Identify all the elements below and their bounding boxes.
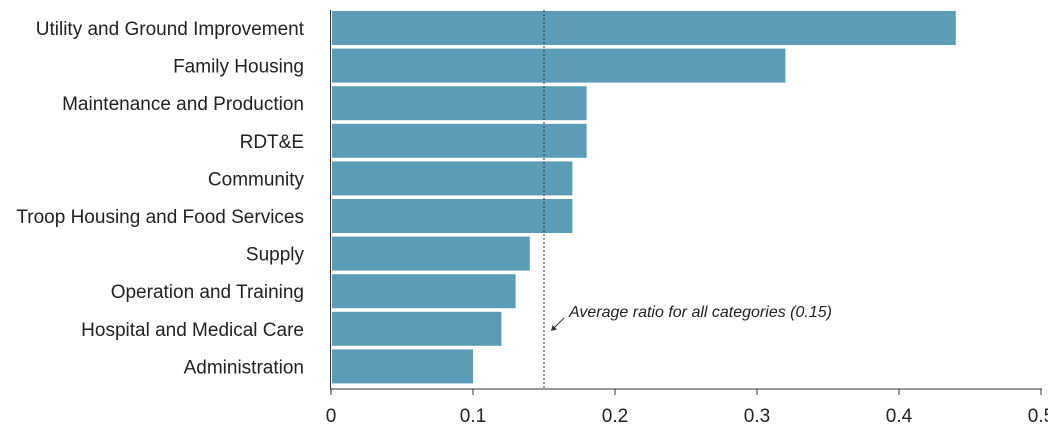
x-tick-label-3: 0.3: [744, 406, 770, 426]
bar-3: [332, 123, 587, 158]
average-annotation-label: Average ratio for all categories (0.15): [568, 304, 832, 321]
axes-group: 0 0.1 0.2 0.3 0.4 0.5: [326, 10, 1048, 426]
category-label-7: Operation and Training: [111, 282, 304, 303]
x-tick-label-0: 0: [326, 406, 337, 426]
category-labels-group: Utility and Ground Improvement Family Hou…: [16, 19, 304, 378]
category-label-6: Supply: [246, 245, 305, 266]
x-tick-label-2: 0.2: [602, 406, 628, 426]
bar-1: [332, 48, 786, 83]
annotation-group: Average ratio for all categories (0.15): [543, 10, 832, 389]
x-tick-label-4: 0.4: [886, 406, 913, 426]
bar-2: [332, 86, 587, 121]
bar-5: [332, 199, 573, 233]
x-tick-label-1: 0.1: [460, 406, 486, 426]
category-label-4: Community: [208, 169, 305, 190]
bar-7: [332, 274, 516, 309]
bar-9: [332, 349, 473, 384]
annotation-arrowhead: [551, 325, 557, 331]
category-label-9: Administration: [184, 357, 304, 378]
category-label-5: Troop Housing and Food Services: [16, 207, 304, 228]
bar-8: [332, 311, 502, 346]
x-tick-label-5: 0.5: [1028, 406, 1048, 426]
category-label-1: Family Housing: [173, 57, 304, 78]
bars-group: [332, 11, 956, 384]
category-label-0: Utility and Ground Improvement: [36, 19, 305, 40]
bar-6: [332, 236, 530, 271]
category-label-8: Hospital and Medical Care: [81, 320, 304, 341]
bar-4: [332, 161, 573, 196]
bar-0: [332, 11, 956, 45]
category-label-3: RDT&E: [240, 132, 304, 153]
category-label-2: Maintenance and Production: [62, 94, 304, 115]
